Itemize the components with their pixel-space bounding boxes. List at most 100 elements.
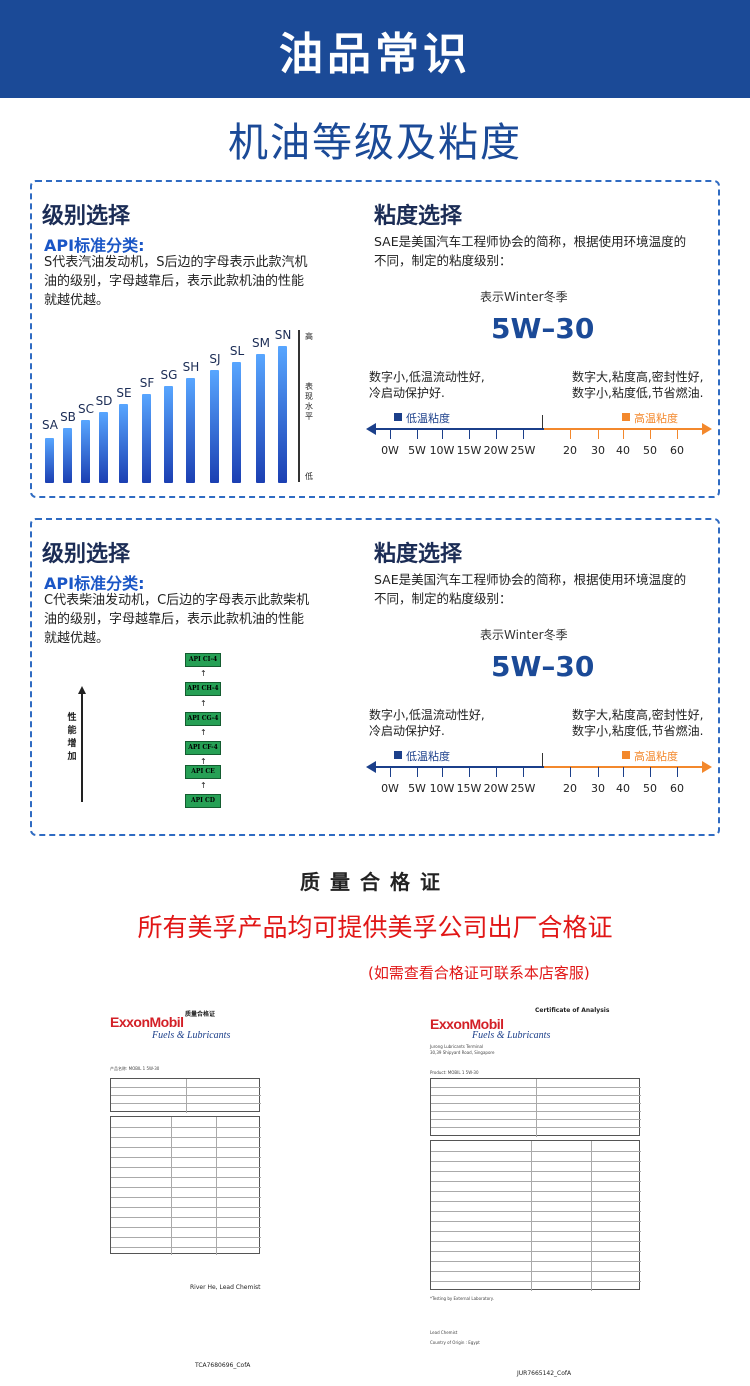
grade-bar (45, 438, 54, 483)
grade-bar (99, 412, 108, 483)
axis-tick (469, 429, 470, 439)
grade-label: SB (60, 410, 76, 424)
api-subtitle: API标准分类: (44, 236, 145, 255)
viscosity-grade: 5W–30 (491, 650, 595, 683)
grade-heading: 级别选择 (42, 542, 131, 567)
note-line: 数字小,低温流动性好, (369, 370, 485, 384)
doc-reference: TCA7680696_CofA (195, 1362, 251, 1369)
table-col-line (536, 1079, 537, 1137)
doc-address: 30,39 Shipyard Road, Singapore (430, 1050, 495, 1055)
gasoline-panel: 级别选择 API标准分类: S代表汽油发动机，S后边的字母表示此款汽机 油的级别… (30, 180, 720, 498)
doc-title: Certificate of Analysis (535, 1007, 610, 1014)
section-title: 机油等级及粘度 (228, 120, 522, 166)
certificate-document-english: Certificate of Analysis ExxonMobil Fuels… (425, 1000, 653, 1383)
axis-tick (469, 767, 470, 777)
axis-tick (496, 767, 497, 777)
summer-grade-label: 50 (643, 782, 657, 795)
note-line: 数字大,粘度高,密封性好, (572, 708, 704, 722)
viscosity-description: SAE是美国汽车工程师协会的简称，根据使用环境温度的 不同，制定的粘度级别： (374, 570, 686, 608)
summer-grade-label: 30 (591, 782, 605, 795)
low-temp-axis (376, 766, 544, 768)
table-col-line (591, 1141, 592, 1291)
note-line: 数字大,粘度高,密封性好, (572, 370, 704, 384)
table-row-line (431, 1271, 641, 1272)
doc-signature: River He, Lead Chemist (190, 1284, 261, 1291)
table-row-line (111, 1247, 261, 1248)
doc-terminal: Jurong Lubricants Terminal (430, 1044, 484, 1049)
description-line: 不同，制定的粘度级别： (374, 591, 512, 606)
table-row-line (111, 1237, 261, 1238)
grade-bar (119, 404, 128, 483)
table-row-line (111, 1217, 261, 1218)
axis-tick (496, 429, 497, 439)
viscosity-grade: 5W–30 (491, 312, 595, 345)
winter-grade-label: 10W (429, 782, 455, 795)
grade-label: SJ (209, 352, 221, 366)
axis-tick (598, 429, 599, 439)
table-row-line (431, 1231, 641, 1232)
summer-grade-label: 60 (670, 444, 684, 457)
grade-bar (164, 386, 173, 483)
diesel-grade-box: API CF-4 (185, 741, 221, 755)
high-temp-legend: 高温粘度 (634, 412, 678, 425)
up-arrow-icon: ↑ (200, 728, 207, 737)
note-line: 数字小,粘度低,节省燃油. (572, 724, 704, 738)
exxonmobil-logo: ExxonMobil (110, 1014, 184, 1030)
winter-grade-label: 5W (408, 444, 426, 457)
certificate-contact-note: (如需查看合格证可联系本店客服) (368, 964, 590, 982)
summer-grade-label: 60 (670, 782, 684, 795)
doc-results-table (430, 1140, 641, 1291)
axis-tick (598, 767, 599, 777)
header-banner (0, 0, 750, 98)
low-temp-legend-swatch (394, 751, 402, 759)
axis-tick (523, 767, 524, 777)
table-row-line (111, 1177, 261, 1178)
viscosity-heading: 粘度选择 (374, 542, 463, 567)
up-arrow-icon: ↑ (200, 669, 207, 678)
description-line: SAE是美国汽车工程师协会的简称，根据使用环境温度的 (374, 572, 687, 587)
doc-reference: JUR7665142_CofA (517, 1370, 572, 1377)
winter-grade-label: 0W (381, 782, 399, 795)
low-temp-legend-swatch (394, 413, 402, 421)
table-row-line (431, 1261, 641, 1262)
table-row-line (111, 1197, 261, 1198)
axis-tick (650, 429, 651, 439)
doc-product: Product: MOBIL 1 5W-30 (430, 1070, 479, 1075)
table-col-line (531, 1141, 532, 1291)
summer-grade-label: 50 (643, 444, 657, 457)
axis-tick (417, 429, 418, 439)
table-row-line (431, 1161, 641, 1162)
summer-grade-label: 20 (563, 782, 577, 795)
page-title: 油品常识 (279, 29, 471, 80)
description-line: C代表柴油发动机，C后边的字母表示此款柴机 (44, 593, 310, 608)
diesel-panel: 级别选择 API标准分类: C代表柴油发动机，C后边的字母表示此款柴机 油的级别… (30, 518, 720, 836)
description-line: S代表汽油发动机，S后边的字母表示此款汽机 (44, 255, 308, 270)
table-col-line (171, 1117, 172, 1255)
doc-origin: Country of Origin : Egypt (430, 1340, 480, 1345)
grade-label: SE (116, 386, 132, 400)
grade-label: SD (95, 394, 113, 408)
winter-grade-label: 25W (510, 782, 536, 795)
grade-label: SC (78, 402, 94, 416)
axis-arrow-left (366, 423, 376, 435)
note-line: 冷启动保护好. (369, 724, 445, 738)
grade-label: SF (139, 376, 155, 390)
description-line: 就越优越。 (44, 631, 110, 646)
grade-label: SL (229, 344, 245, 358)
winter-label: 表示Winter冬季 (480, 628, 568, 642)
scale-top-label: 高 (305, 332, 313, 341)
table-row-line (111, 1227, 261, 1228)
summer-grade-label: 20 (563, 444, 577, 457)
axis-tick (677, 767, 678, 777)
table-row-line (431, 1221, 641, 1222)
diesel-grade-box: API CD (185, 794, 221, 808)
axis-tick (570, 767, 571, 777)
certificate-statement: 所有美孚产品均可提供美孚公司出厂合格证 (137, 913, 613, 942)
high-temp-legend-swatch (622, 751, 630, 759)
doc-product: 产品名称: MOBIL 1 5W-30 (110, 1066, 160, 1071)
low-temp-axis (376, 428, 544, 430)
winter-grade-label: 5W (408, 782, 426, 795)
performance-axis (81, 692, 83, 802)
note-line: 冷启动保护好. (369, 386, 445, 400)
axis-tick (417, 767, 418, 777)
